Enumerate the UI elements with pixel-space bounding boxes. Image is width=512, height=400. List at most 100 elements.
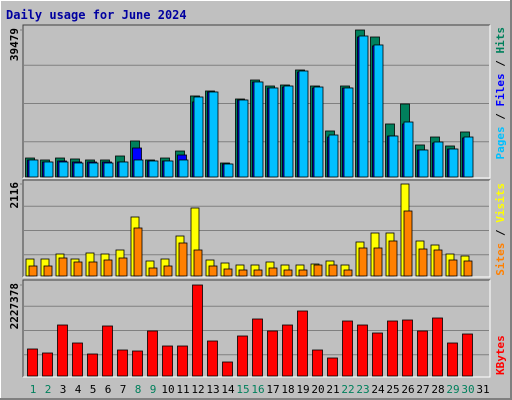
- y-tick-label: 2116: [8, 182, 21, 209]
- x-tick-label: 22: [341, 383, 354, 396]
- bar: [463, 260, 473, 277]
- legend-label: Visits: [494, 183, 507, 223]
- bar: [342, 320, 353, 377]
- bar: [177, 345, 188, 377]
- x-tick-label: 12: [191, 383, 204, 396]
- x-tick-label: 13: [206, 383, 219, 396]
- bar: [432, 317, 443, 377]
- x-tick-label: 3: [60, 383, 67, 396]
- bar: [268, 87, 279, 178]
- bar: [328, 264, 338, 277]
- x-tick-label: 1: [30, 383, 37, 396]
- bar: [237, 335, 248, 377]
- bar: [43, 265, 53, 277]
- bar: [388, 240, 398, 277]
- bar: [418, 149, 429, 178]
- bar: [462, 333, 473, 377]
- bar: [148, 160, 159, 178]
- legend-separator: /: [494, 107, 507, 127]
- bar: [402, 319, 413, 377]
- bar: [433, 249, 443, 277]
- bar: [88, 162, 99, 178]
- bar: [162, 345, 173, 377]
- bar: [327, 357, 338, 377]
- bar: [403, 121, 414, 178]
- x-tick-label: 7: [120, 383, 127, 396]
- bar: [178, 242, 188, 277]
- bar: [448, 259, 458, 277]
- x-tick-label: 18: [281, 383, 294, 396]
- legend-separator: /: [494, 223, 507, 243]
- panel-edge-light: [23, 180, 491, 278]
- bar: [328, 134, 339, 178]
- legend-label: Hits: [494, 27, 507, 54]
- bar: [58, 161, 69, 178]
- x-tick-label: 19: [296, 383, 309, 396]
- bar: [193, 249, 203, 277]
- x-tick-label: 26: [401, 383, 414, 396]
- bar: [447, 342, 458, 377]
- y-tick-label: 2227378: [8, 283, 21, 329]
- bar: [163, 265, 173, 277]
- bar: [208, 265, 218, 277]
- y-tick-label: 39479: [8, 28, 21, 61]
- bar: [133, 227, 143, 277]
- bar: [343, 269, 353, 277]
- bar: [373, 44, 384, 178]
- bar: [43, 161, 54, 178]
- bar: [238, 99, 249, 178]
- bar: [222, 361, 233, 377]
- bar: [27, 348, 38, 377]
- x-tick-label: 15: [236, 383, 249, 396]
- bar: [373, 247, 383, 277]
- bar: [252, 318, 263, 377]
- bar: [403, 210, 413, 277]
- legend-label: Sites: [494, 243, 507, 276]
- x-tick-label: 14: [221, 383, 235, 396]
- bar: [238, 269, 248, 277]
- bar: [133, 159, 144, 178]
- bar: [388, 135, 399, 178]
- x-tick-label: 24: [371, 383, 385, 396]
- panel-edge-dark: [22, 279, 490, 377]
- panel-edge-light: [23, 25, 491, 179]
- bar: [147, 330, 158, 377]
- x-tick-label: 10: [161, 383, 174, 396]
- x-tick-label: 17: [266, 383, 279, 396]
- legend-label: Pages: [494, 126, 507, 159]
- x-tick-label: 8: [135, 383, 142, 396]
- bar: [283, 85, 294, 178]
- bar: [178, 159, 189, 178]
- bar: [208, 91, 219, 178]
- bar: [448, 148, 459, 178]
- bar: [313, 264, 323, 277]
- bar: [102, 325, 113, 377]
- bar: [42, 352, 53, 377]
- legend: KBytes: [494, 335, 507, 375]
- x-tick-label: 30: [461, 383, 474, 396]
- bar: [433, 141, 444, 178]
- x-tick-label: 11: [176, 383, 189, 396]
- x-tick-label: 23: [356, 383, 369, 396]
- legend-label: Files: [494, 73, 507, 106]
- bar: [253, 81, 264, 178]
- x-tick-label: 20: [311, 383, 324, 396]
- bar: [163, 160, 174, 178]
- bar: [87, 353, 98, 377]
- panel-edge-dark: [22, 24, 490, 178]
- x-tick-label: 9: [150, 383, 157, 396]
- bar: [298, 269, 308, 277]
- bar: [193, 96, 204, 178]
- bar: [28, 159, 39, 178]
- panel-edge-light: [23, 280, 491, 378]
- x-tick-label: 28: [431, 383, 444, 396]
- x-tick-label: 4: [75, 383, 82, 396]
- bar: [103, 162, 114, 178]
- legend-separator: /: [494, 54, 507, 74]
- bar: [118, 257, 128, 277]
- x-tick-label: 27: [416, 383, 429, 396]
- bar: [103, 259, 113, 277]
- bar: [223, 268, 233, 277]
- bar: [223, 163, 234, 178]
